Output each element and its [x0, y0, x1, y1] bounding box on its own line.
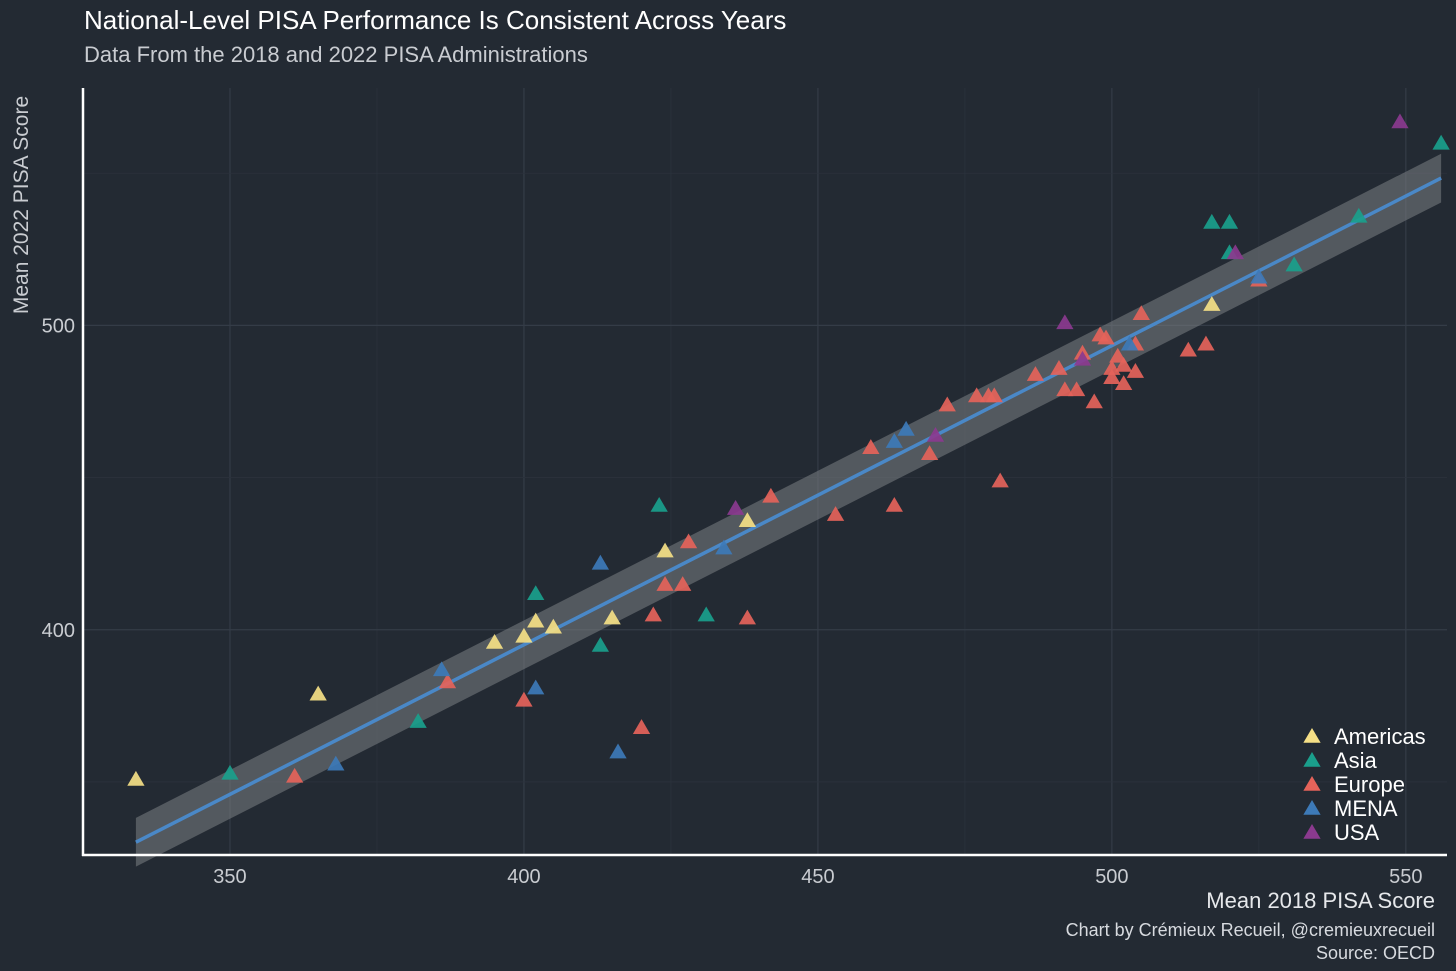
- legend-marker-americas: [1303, 728, 1321, 743]
- point-europe: [1056, 381, 1074, 397]
- regression-line: [135, 176, 1442, 844]
- point-mena: [885, 433, 903, 448]
- point-asia: [1220, 213, 1239, 229]
- caption-source: Source: OECD: [1316, 943, 1435, 963]
- point-mena: [609, 743, 627, 759]
- legend-marker-mena: [1303, 800, 1321, 815]
- point-usa: [1226, 244, 1244, 260]
- point-usa: [1073, 350, 1092, 366]
- point-americas: [527, 612, 545, 628]
- point-mena: [897, 420, 915, 436]
- point-asia: [1432, 134, 1450, 150]
- point-americas: [127, 770, 145, 786]
- point-asia: [409, 713, 427, 728]
- point-europe: [515, 691, 533, 707]
- point-europe: [1114, 375, 1133, 391]
- legend-marker-europe: [1303, 776, 1321, 791]
- point-usa: [1391, 113, 1409, 129]
- point-americas: [544, 618, 562, 634]
- point-americas: [515, 627, 533, 643]
- point-asia: [1285, 256, 1303, 272]
- point-mena: [1250, 268, 1268, 284]
- point-europe: [644, 606, 662, 622]
- point-asia: [650, 496, 668, 512]
- point-americas: [1203, 296, 1221, 311]
- legend-marker-asia: [1303, 752, 1321, 767]
- point-europe: [286, 767, 304, 783]
- point-europe: [862, 439, 880, 454]
- legend-marker-usa: [1303, 824, 1321, 839]
- point-europe: [1132, 305, 1150, 321]
- ticks: 350 400 450 500 550 400 500: [42, 315, 1423, 888]
- point-europe: [938, 396, 956, 412]
- point-europe: [438, 673, 457, 689]
- point-mena: [591, 554, 610, 570]
- data-points: [127, 113, 1450, 786]
- x-tick-label: 450: [801, 866, 834, 888]
- point-europe: [738, 609, 757, 625]
- legend-label-asia: Asia: [1334, 748, 1378, 773]
- point-europe: [920, 445, 939, 461]
- point-europe: [1026, 366, 1045, 381]
- point-mena: [327, 755, 345, 771]
- point-europe: [1114, 356, 1133, 372]
- point-americas: [738, 512, 757, 527]
- x-tick-label: 500: [1095, 866, 1128, 888]
- point-americas: [309, 685, 327, 701]
- x-tick-label: 550: [1389, 866, 1422, 888]
- x-tick-label: 400: [507, 866, 540, 888]
- point-europe: [1179, 341, 1197, 357]
- point-usa: [926, 426, 945, 442]
- point-europe: [826, 506, 845, 521]
- point-asia: [697, 606, 715, 622]
- point-europe: [1109, 347, 1127, 363]
- point-europe: [674, 576, 692, 591]
- point-europe: [1050, 360, 1068, 375]
- point-europe: [1067, 381, 1086, 397]
- point-asia: [591, 636, 610, 652]
- point-europe: [985, 387, 1003, 403]
- caption-credit: Chart by Crémieux Recueil, @cremieuxrecu…: [1066, 920, 1435, 940]
- point-asia: [221, 764, 239, 780]
- legend-label-americas: Americas: [1334, 724, 1426, 749]
- point-europe: [762, 487, 780, 503]
- trend-line-group: [135, 176, 1442, 844]
- point-europe: [679, 533, 698, 549]
- point-europe: [1103, 369, 1121, 384]
- grid: [82, 88, 1447, 855]
- y-tick-label: 400: [42, 620, 75, 642]
- point-asia: [527, 585, 545, 601]
- point-europe: [885, 496, 903, 512]
- point-europe: [968, 387, 986, 403]
- point-americas: [656, 542, 674, 558]
- point-europe: [1126, 363, 1145, 378]
- point-mena: [527, 679, 545, 695]
- point-usa: [726, 500, 745, 515]
- point-americas: [485, 633, 504, 649]
- x-axis-title: Mean 2018 PISA Score: [1206, 888, 1435, 913]
- chart-title: National-Level PISA Performance Is Consi…: [84, 5, 786, 35]
- point-europe: [1197, 335, 1215, 351]
- point-europe: [632, 719, 651, 734]
- y-axis-title: Mean 2022 PISA Score: [10, 96, 33, 314]
- point-europe: [1085, 393, 1103, 409]
- chart-subtitle: Data From the 2018 and 2022 PISA Adminis…: [84, 42, 588, 67]
- legend-label-mena: MENA: [1334, 796, 1398, 821]
- point-mena: [1120, 335, 1139, 351]
- point-europe: [991, 472, 1009, 488]
- y-tick-label: 500: [42, 315, 75, 337]
- legend-label-usa: USA: [1334, 820, 1380, 845]
- point-asia: [1350, 207, 1368, 223]
- point-mena: [432, 661, 451, 677]
- point-asia: [1203, 213, 1221, 229]
- point-europe: [656, 576, 674, 591]
- point-europe: [1097, 329, 1115, 345]
- point-usa: [1056, 314, 1074, 330]
- point-mena: [715, 539, 733, 555]
- legend-label-europe: Europe: [1334, 772, 1405, 797]
- point-americas: [603, 609, 621, 625]
- x-tick-label: 350: [213, 866, 246, 888]
